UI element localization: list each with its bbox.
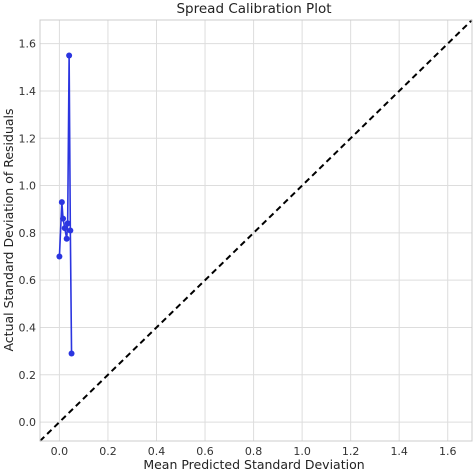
data-point (58, 199, 65, 206)
data-point (61, 225, 68, 232)
x-tick-label: 0.8 (245, 445, 263, 458)
y-tick-label: 0.0 (19, 416, 37, 429)
y-tick-label: 1.2 (19, 132, 37, 145)
data-point (66, 52, 73, 59)
reference-line (39, 19, 473, 442)
y-axis-title: Actual Standard Deviation of Residuals (1, 108, 16, 351)
data-point (67, 227, 74, 234)
y-tick-label: 0.4 (19, 321, 37, 334)
x-tick-label: 0.0 (51, 445, 69, 458)
data-point (56, 253, 63, 260)
y-tick-label: 1.0 (19, 180, 37, 193)
y-tick-label: 1.6 (19, 38, 37, 51)
x-tick-label: 0.6 (196, 445, 214, 458)
data-point (63, 235, 70, 242)
series-points (56, 52, 75, 357)
data-point (64, 220, 71, 227)
x-tick-label: 1.4 (390, 445, 408, 458)
grid (40, 20, 472, 441)
y-tick-labels: 0.0 0.2 0.4 0.6 0.8 1.0 1.2 1.4 1.6 (19, 38, 37, 429)
x-axis-title: Mean Predicted Standard Deviation (143, 457, 364, 472)
plot-frame (39, 19, 473, 442)
y-tick-label: 0.6 (19, 274, 37, 287)
y-tick-label: 0.2 (19, 369, 37, 382)
x-tick-label: 0.4 (148, 445, 166, 458)
y-tick-label: 1.4 (19, 85, 37, 98)
x-tick-labels: 0.0 0.2 0.4 0.6 0.8 1.0 1.2 1.4 1.6 (51, 445, 457, 458)
y-tick-label: 0.8 (19, 227, 37, 240)
reference-diagonal (39, 19, 473, 442)
chart-title: Spread Calibration Plot (176, 1, 331, 17)
x-tick-label: 1.6 (439, 445, 457, 458)
data-point (68, 350, 75, 357)
x-tick-label: 1.0 (293, 445, 311, 458)
data-point (60, 215, 67, 222)
x-tick-label: 1.2 (342, 445, 360, 458)
x-tick-label: 0.2 (99, 445, 117, 458)
